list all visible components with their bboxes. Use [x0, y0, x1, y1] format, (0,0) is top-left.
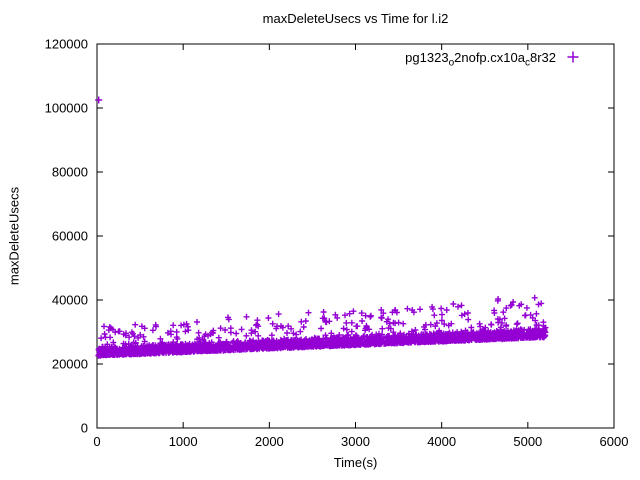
y-tick-label: 40000	[52, 293, 88, 308]
x-axis-label: Time(s)	[333, 455, 378, 470]
y-tick-label: 0	[81, 421, 88, 436]
chart-title: maxDeleteUsecs vs Time for l.i2	[262, 11, 449, 26]
x-tick-label: 5000	[513, 434, 542, 449]
legend-label-subscript: c	[524, 57, 530, 69]
legend-label-part: 8r32	[529, 50, 556, 65]
legend-label-part: 2nofp.cx10a	[454, 50, 525, 65]
x-tick-label: 3000	[341, 434, 370, 449]
scatter-points-series-1	[95, 96, 549, 359]
x-tick-label: 4000	[427, 434, 456, 449]
plot-border	[96, 43, 615, 429]
x-tick-label: 0	[93, 434, 100, 449]
legend-label-part: pg1323	[405, 50, 449, 65]
legend-marker-plus	[567, 51, 579, 63]
y-tick-label: 60000	[52, 229, 88, 244]
x-tick-label: 2000	[255, 434, 284, 449]
legend-series-label: pg1323o2nofp.cx10ac8r32	[405, 50, 556, 69]
y-tick-label: 80000	[52, 165, 88, 180]
x-tick-label: 1000	[169, 434, 198, 449]
y-tick-label: 120000	[45, 37, 88, 52]
y-tick-label: 100000	[45, 101, 88, 116]
y-axis-label: maxDeleteUsecs	[6, 186, 22, 286]
legend-label-subscript: o	[448, 57, 455, 69]
x-tick-label: 6000	[600, 434, 629, 449]
y-tick-label: 20000	[52, 357, 88, 372]
